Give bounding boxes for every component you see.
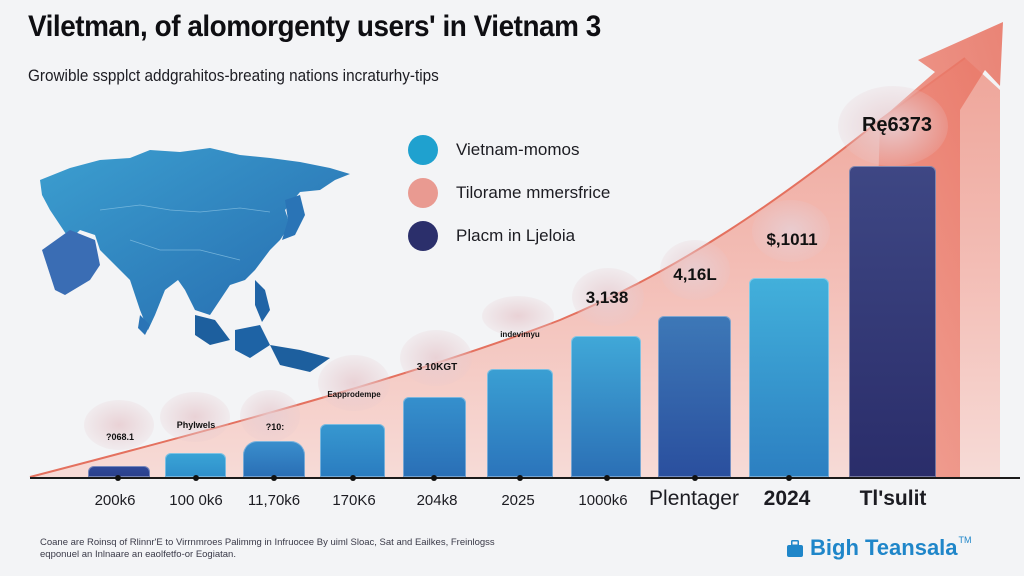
x-axis-label: 204k8 — [416, 492, 458, 509]
bar-value-label: ?10: — [265, 422, 285, 432]
building-illustration-icon — [572, 268, 644, 326]
x-axis-tick — [431, 475, 437, 481]
building-illustration-icon — [482, 296, 554, 336]
bar-value-label: 3,138 — [585, 288, 629, 307]
bar-1[interactable] — [88, 466, 150, 477]
bar-value-label: $,1011 — [766, 230, 818, 249]
building-illustration-icon — [318, 355, 390, 411]
x-axis-tick — [604, 475, 610, 481]
bar-4[interactable] — [320, 424, 385, 477]
x-axis-label: 100 0k6 — [169, 492, 223, 509]
suitcase-icon — [787, 540, 803, 557]
building-illustration-icon — [838, 86, 948, 166]
x-axis-tick — [786, 475, 792, 481]
x-axis-label: 1000k6 — [578, 492, 628, 509]
x-axis-label: 2024 — [763, 487, 811, 510]
x-axis-tick — [517, 475, 523, 481]
x-axis-label: Plentager — [649, 487, 739, 510]
bar-7[interactable] — [571, 336, 641, 477]
x-axis-label: Tl'sulit — [859, 487, 927, 510]
bar-value-label: Rę6373 — [861, 114, 933, 136]
chart-subtitle: Growible sspplct addgrahitos-breating na… — [28, 66, 439, 85]
bar-5[interactable] — [403, 397, 466, 477]
bar-9[interactable] — [749, 278, 829, 477]
bar-2[interactable] — [165, 453, 226, 477]
bar-value-label: Phylwels — [176, 420, 216, 430]
x-axis-label: 11,70k6 — [247, 492, 301, 509]
bar-value-label: 3 10KGT — [416, 362, 458, 373]
source-note-line-1: Coane are Roinsq of Rlinnr'E to Virrnmro… — [40, 537, 495, 548]
x-axis-label: 200k6 — [94, 492, 136, 509]
legend-label: Vietnam-momos — [456, 139, 580, 159]
legend-swatch-circle-icon — [408, 134, 438, 165]
x-axis-label: 2025 — [501, 492, 535, 509]
bar-value-label: 4,16L — [673, 265, 717, 284]
legend-item-vietnam-momos[interactable]: Vietnam-momos — [408, 128, 610, 171]
legend-swatch-circle-icon — [408, 220, 438, 251]
building-illustration-icon — [400, 330, 472, 386]
bar-3[interactable] — [243, 441, 305, 477]
chart-legend: Vietnam-momos Tilorame mmersfrice Placm … — [408, 128, 610, 257]
legend-label: Placm in Ljeloia — [456, 225, 576, 245]
trademark-mark: TM — [958, 535, 972, 545]
x-axis-tick — [193, 475, 199, 481]
bar-value-label: Eapprodempe — [327, 390, 381, 399]
source-note-line-2: eqponuel an Inlnaare an eaolfetfo-or Eog… — [40, 549, 236, 560]
bar-10[interactable] — [849, 166, 936, 477]
building-illustration-icon — [752, 200, 830, 262]
bar-value-label: indevimyu — [500, 330, 540, 339]
bar-8[interactable] — [658, 316, 731, 477]
legend-label: Tilorame mmersfrice — [456, 182, 611, 202]
x-axis-tick — [271, 475, 277, 481]
x-axis-tick — [115, 475, 121, 481]
brand-name: Bigh Teansala — [810, 535, 958, 560]
x-axis-tick — [692, 475, 698, 481]
building-illustration-icon — [660, 240, 730, 300]
source-note: Coane are Roinsq of Rlinnr'E to Virrnmro… — [40, 537, 510, 561]
asia-map — [40, 148, 350, 372]
brand-logo[interactable]: Bigh Teansala TM — [786, 535, 972, 561]
x-axis-line — [30, 477, 1020, 479]
building-illustration-icon — [240, 390, 300, 442]
building-illustration-icon — [160, 392, 230, 442]
x-axis-tick — [350, 475, 356, 481]
x-axis-label: 170K6 — [332, 492, 376, 509]
legend-swatch-circle-icon — [408, 177, 438, 208]
bar-value-label: ?068.1 — [105, 432, 135, 442]
legend-item-tilorame[interactable]: Tilorame mmersfrice — [408, 171, 610, 214]
legend-item-placm[interactable]: Placm in Ljeloia — [408, 214, 610, 257]
bar-6[interactable] — [487, 369, 553, 477]
chart-title: Viletman, of alomorgenty users' in Vietn… — [28, 10, 601, 43]
building-illustration-icon — [84, 400, 154, 450]
